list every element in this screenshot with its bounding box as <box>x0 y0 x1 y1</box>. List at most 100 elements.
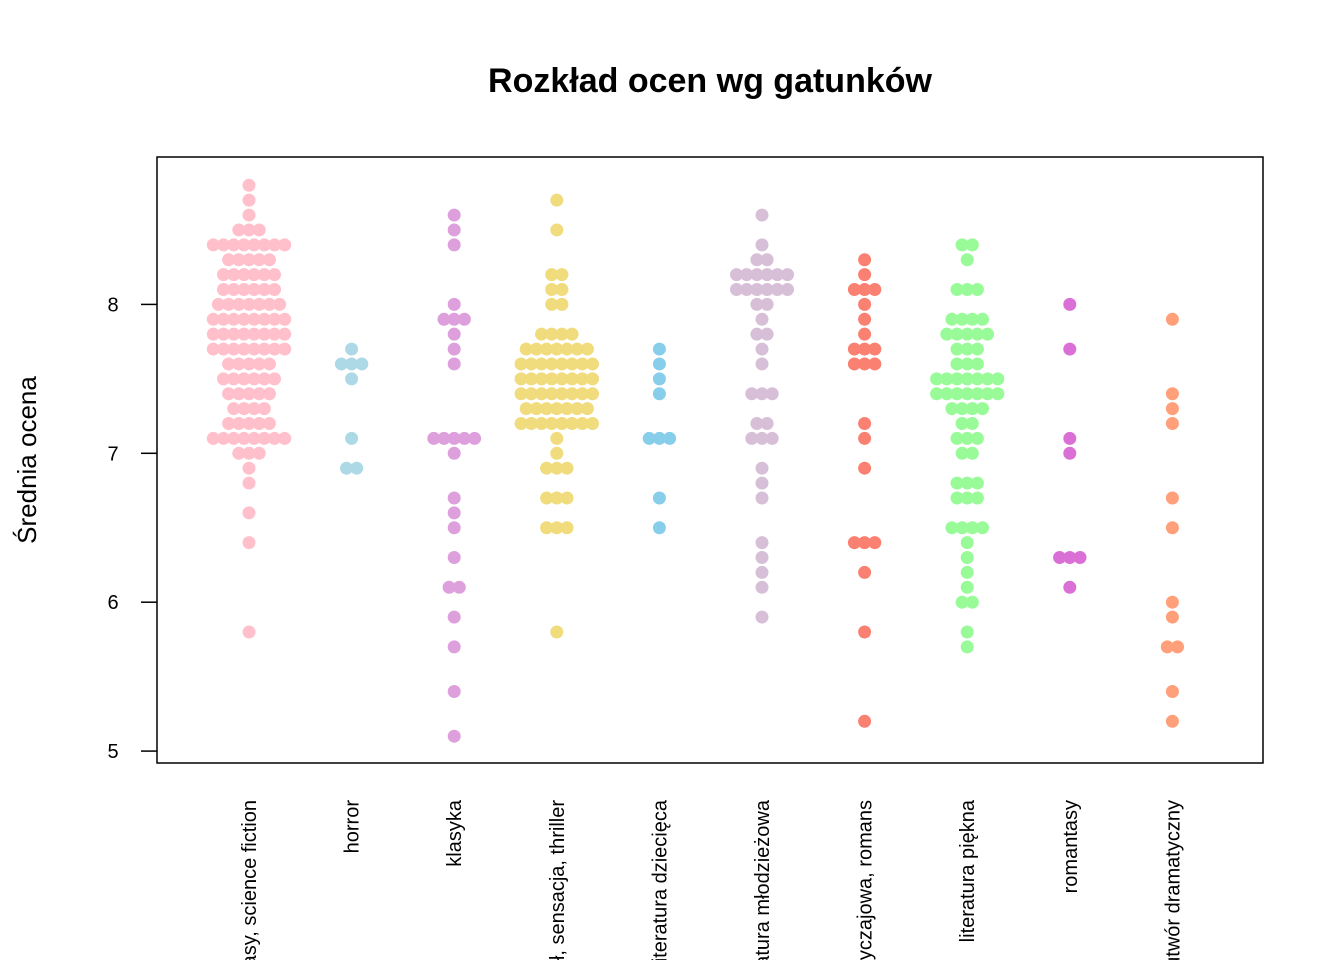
x-tick-label: horror <box>342 800 364 854</box>
dot <box>976 402 989 416</box>
dot <box>237 327 251 341</box>
dot <box>447 357 461 371</box>
dot <box>960 253 974 267</box>
dot <box>242 461 256 475</box>
dot <box>227 268 241 282</box>
chart-title: Rozkład ocen wg gatunków <box>488 62 932 100</box>
dot <box>514 387 528 401</box>
dot <box>447 327 461 341</box>
dot <box>586 417 599 431</box>
dot <box>555 283 569 297</box>
dot <box>1063 580 1077 594</box>
dot <box>545 283 559 297</box>
dot <box>550 625 564 639</box>
dot <box>930 387 944 401</box>
dot <box>652 387 666 401</box>
dot <box>1171 640 1184 654</box>
dot <box>257 283 271 297</box>
dot <box>262 253 276 267</box>
y-axis-label: Średnia ocena <box>12 376 42 544</box>
dot <box>580 342 594 356</box>
dot <box>960 387 974 401</box>
dot <box>1160 640 1174 654</box>
dot <box>232 357 246 371</box>
dot <box>755 580 769 594</box>
dot <box>514 372 528 386</box>
dot <box>560 491 574 505</box>
dot <box>242 178 256 192</box>
dot <box>278 431 292 445</box>
dot <box>960 640 974 654</box>
dot <box>652 521 666 535</box>
dot <box>965 238 979 252</box>
dot <box>447 312 461 326</box>
dot <box>858 565 872 579</box>
dot <box>232 297 246 311</box>
dot <box>535 387 548 401</box>
dot <box>555 372 569 386</box>
dot <box>524 387 538 401</box>
dot <box>750 268 764 282</box>
dot <box>247 238 261 252</box>
dot <box>222 357 236 371</box>
dot <box>847 357 861 371</box>
dot <box>847 342 861 356</box>
dot <box>278 238 292 252</box>
y-tick-label: 8 <box>107 294 118 316</box>
dot <box>580 402 594 416</box>
dot <box>524 417 538 431</box>
dot <box>1165 387 1179 401</box>
y-tick-label: 5 <box>107 741 118 763</box>
dot <box>970 387 984 401</box>
plot-frame <box>156 156 1264 764</box>
dot <box>334 357 348 371</box>
dot <box>755 357 769 371</box>
dot <box>242 387 256 401</box>
dot <box>227 342 241 356</box>
dot <box>242 506 256 520</box>
dot <box>730 283 743 297</box>
dot <box>545 417 559 431</box>
dot <box>217 268 230 282</box>
dot <box>760 283 774 297</box>
dot <box>550 446 564 460</box>
dot <box>206 327 220 341</box>
dot <box>232 387 246 401</box>
dot <box>550 461 564 475</box>
dot <box>227 327 241 341</box>
x-tick-label: klasyka <box>444 799 466 867</box>
dot <box>981 327 995 341</box>
dot <box>227 431 241 445</box>
dot <box>663 431 677 445</box>
dot <box>268 342 281 356</box>
dot <box>447 610 461 624</box>
dot <box>447 208 461 222</box>
dot <box>770 268 784 282</box>
x-tick-label: literatura młodzieżowa <box>752 799 774 960</box>
dot <box>535 357 548 371</box>
dot <box>760 253 774 267</box>
dot <box>755 342 769 356</box>
dot <box>437 312 451 326</box>
dot <box>1165 402 1179 416</box>
dot <box>965 446 979 460</box>
dot <box>340 461 353 475</box>
dot <box>955 402 969 416</box>
dot <box>247 268 261 282</box>
dot <box>858 312 872 326</box>
dot <box>447 729 461 743</box>
dot <box>1165 312 1179 326</box>
dot <box>981 387 995 401</box>
dot <box>652 491 666 505</box>
dot <box>232 253 246 267</box>
dot <box>247 372 261 386</box>
dot <box>350 461 364 475</box>
dot <box>565 327 579 341</box>
dot <box>447 491 461 505</box>
dot <box>858 268 872 282</box>
dot <box>560 461 574 475</box>
dot <box>755 476 769 490</box>
dot <box>755 610 769 624</box>
dot <box>524 372 538 386</box>
dot <box>970 491 984 505</box>
